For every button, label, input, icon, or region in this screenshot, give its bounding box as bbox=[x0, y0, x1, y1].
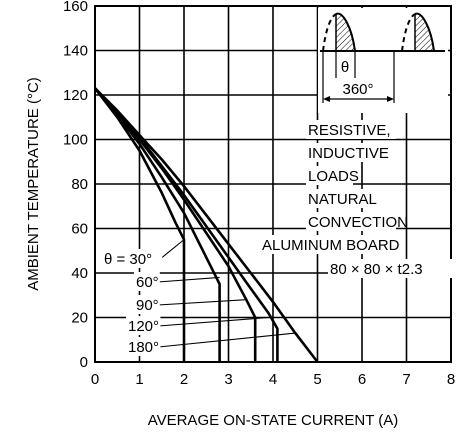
x-tick-labels: 0 1 2 3 4 5 6 7 8 bbox=[91, 371, 455, 388]
series-lines bbox=[93, 87, 319, 363]
y-tick-label: 80 bbox=[71, 176, 88, 193]
series-label-bg bbox=[126, 337, 161, 356]
series-label: 90° bbox=[136, 297, 159, 314]
note-line: RESISTIVE, bbox=[308, 122, 391, 139]
series-label-leader bbox=[157, 276, 220, 283]
waveform-pulse-2-dashed bbox=[401, 13, 416, 52]
theta-label: θ bbox=[341, 59, 349, 76]
y-tick-labels: 0 20 40 60 80 100 120 140 160 bbox=[63, 0, 88, 371]
x-tick-label: 4 bbox=[269, 371, 277, 388]
y-axis-label: AMBIENT TEMPERATURE (°C) bbox=[25, 77, 42, 291]
waveform-pulse-2-shaded bbox=[415, 13, 434, 51]
series-label: 180° bbox=[128, 339, 159, 356]
x-tick-label: 8 bbox=[447, 371, 455, 388]
conditions-notes: RESISTIVE, INDUCTIVE LOADS NATURAL CONVECTIO… bbox=[260, 120, 453, 278]
series-label-bg bbox=[134, 295, 160, 314]
y-tick-label: 60 bbox=[71, 221, 88, 238]
y-tick-label: 160 bbox=[63, 0, 88, 15]
series-label-bg bbox=[126, 316, 161, 335]
period-label: 360° bbox=[342, 81, 373, 98]
note-line: LOADS bbox=[308, 168, 359, 185]
plot-area-frame bbox=[94, 5, 452, 363]
series-label-leader bbox=[159, 239, 185, 260]
series-labels: θ = 30° 60° 90° 120° 180° bbox=[102, 239, 296, 356]
note-bg bbox=[260, 235, 385, 254]
series-label-bg bbox=[102, 249, 163, 268]
series-line-0 bbox=[93, 87, 186, 362]
note-bg bbox=[306, 120, 396, 139]
series-line-1 bbox=[94, 87, 221, 362]
note-bg bbox=[328, 259, 453, 278]
note-line: 80 × 80 × t2.3 bbox=[330, 261, 423, 278]
x-tick-label: 6 bbox=[358, 371, 366, 388]
series-line-4 bbox=[94, 87, 319, 363]
series-line-3 bbox=[94, 87, 279, 362]
note-line: ALUMINUM BOARD bbox=[262, 237, 400, 254]
note-bg bbox=[306, 212, 396, 231]
y-tick-label: 100 bbox=[63, 132, 88, 149]
series-label: 120° bbox=[128, 318, 159, 335]
note-line: INDUCTIVE bbox=[308, 145, 389, 162]
series-label-leader bbox=[158, 316, 269, 327]
y-tick-label: 20 bbox=[71, 310, 88, 327]
y-tick-label: 40 bbox=[71, 265, 88, 282]
note-bg bbox=[306, 143, 388, 162]
note-bg bbox=[306, 166, 353, 185]
period-arrow-right-head bbox=[387, 96, 394, 102]
waveform-pulse-2-outline bbox=[414, 12, 435, 52]
note-line: CONVECTION bbox=[308, 214, 408, 231]
note-bg bbox=[306, 189, 371, 208]
x-tick-label: 2 bbox=[180, 371, 188, 388]
waveform-pulse-1-outline bbox=[335, 12, 356, 52]
y-tick-label: 140 bbox=[63, 43, 88, 60]
series-label: 60° bbox=[136, 274, 159, 291]
x-tick-label: 5 bbox=[313, 371, 321, 388]
x-tick-label: 1 bbox=[135, 371, 143, 388]
waveform-inset: θ 360° bbox=[318, 8, 448, 113]
period-arrow-left-head bbox=[323, 96, 330, 102]
series-label-leader bbox=[157, 299, 247, 306]
series-label-leader bbox=[158, 332, 296, 348]
series-label-bg bbox=[134, 272, 160, 291]
waveform-pulse-1-shaded bbox=[336, 13, 355, 51]
y-tick-label: 120 bbox=[63, 87, 88, 104]
note-line: NATURAL bbox=[308, 191, 377, 208]
x-tick-label: 7 bbox=[402, 371, 410, 388]
period-label-bg bbox=[336, 80, 382, 96]
waveform-pulse-1-dashed bbox=[322, 13, 337, 52]
series-label: θ = 30° bbox=[104, 251, 152, 268]
x-tick-label: 0 bbox=[91, 371, 99, 388]
x-axis-label: AVERAGE ON-STATE CURRENT (A) bbox=[148, 412, 399, 429]
series-line-2 bbox=[94, 87, 257, 362]
y-tick-label: 0 bbox=[80, 354, 88, 371]
x-tick-label: 3 bbox=[224, 371, 232, 388]
